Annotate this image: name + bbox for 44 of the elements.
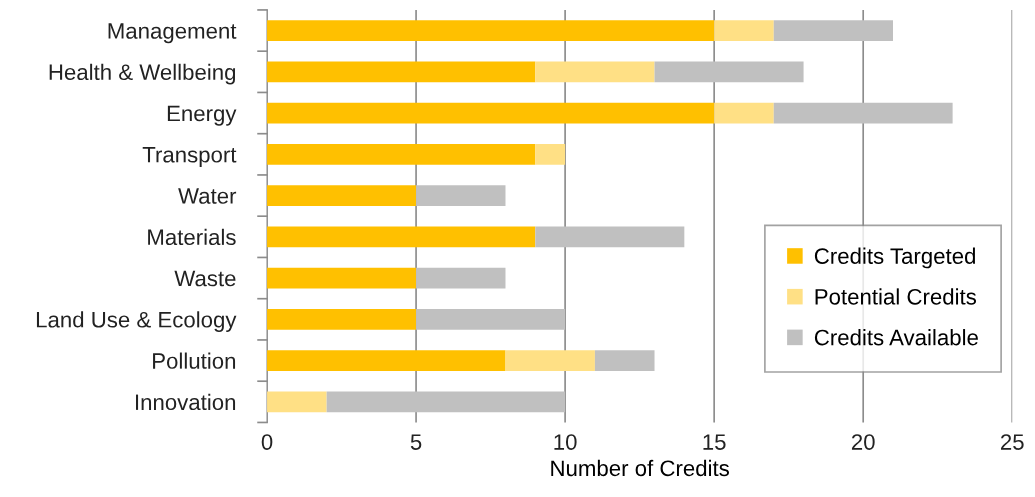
y-tick-label: Energy	[167, 105, 237, 126]
y-tick-label: Management	[108, 23, 237, 44]
bar	[535, 144, 566, 165]
bar	[267, 144, 536, 165]
legend-label: Credits Available	[814, 329, 978, 346]
x-tick-label: 15	[703, 434, 726, 450]
y-tick-label: Water	[178, 188, 237, 204]
x-axis-title: Number of Credits	[551, 459, 729, 477]
x-tick-label: 10	[554, 434, 577, 450]
bar	[267, 226, 536, 248]
x-tick-label: 0	[261, 434, 273, 450]
bar	[267, 309, 417, 330]
y-tick-label: Materials	[148, 228, 236, 246]
bar	[267, 350, 506, 371]
bar	[416, 185, 506, 206]
bar	[326, 391, 566, 413]
x-tick-label: 20	[851, 434, 875, 450]
bar	[267, 20, 715, 41]
y-tick-label: Transport	[142, 147, 237, 167]
bar	[594, 350, 655, 371]
bar	[654, 61, 804, 83]
bar	[714, 102, 774, 124]
bar	[267, 391, 327, 413]
bar	[535, 226, 685, 248]
bar	[267, 102, 715, 124]
bar	[535, 61, 655, 83]
y-tick-label: Waste	[174, 270, 236, 287]
bar	[267, 185, 417, 206]
legend-label: Potential Credits	[815, 288, 977, 305]
x-tick-label: 25	[1000, 434, 1024, 450]
y-tick-label: Health & Wellbeing	[49, 63, 236, 85]
bar	[416, 309, 566, 330]
bar	[267, 267, 417, 289]
bar	[714, 20, 774, 41]
legend-label: Credits Targeted	[814, 247, 975, 269]
y-tick-label: Pollution	[153, 352, 236, 369]
bar	[773, 102, 953, 124]
x-tick-label: 5	[410, 434, 422, 450]
y-tick-label: Innovation	[135, 393, 236, 411]
bar	[416, 267, 506, 289]
bar	[773, 20, 893, 41]
y-tick-label: Land Use & Ecology	[36, 311, 237, 332]
bar	[267, 61, 536, 83]
bar	[505, 350, 595, 371]
